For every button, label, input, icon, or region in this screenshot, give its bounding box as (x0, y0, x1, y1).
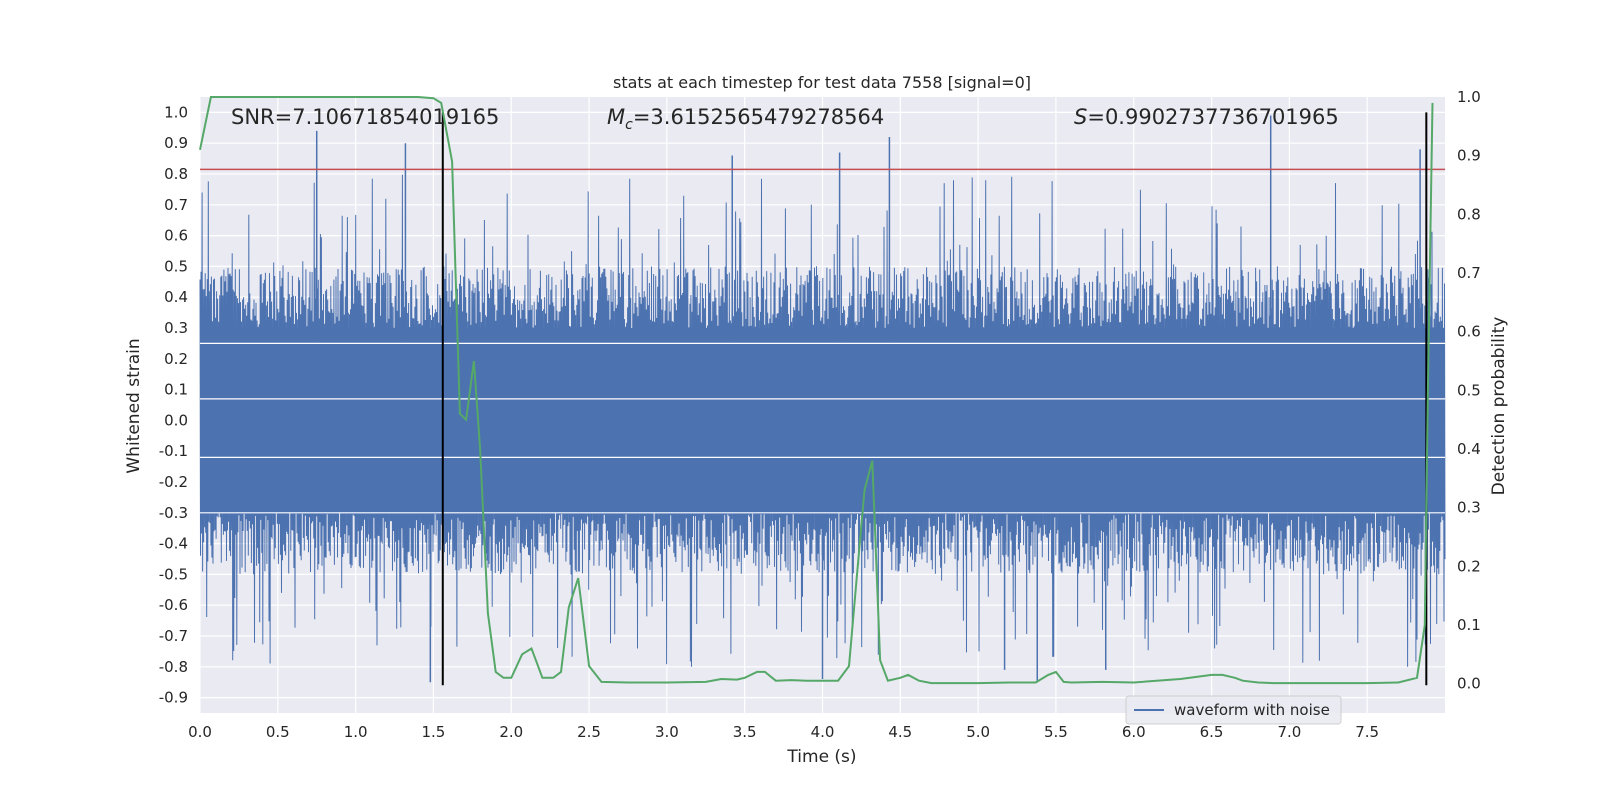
y-tick-label-right: 0.7 (1457, 264, 1481, 282)
s-statistic-symbol: S (1074, 105, 1087, 129)
y-tick-label-right: 0.0 (1457, 675, 1481, 693)
x-tick-label: 3.5 (733, 723, 757, 741)
x-axis-label: Time (s) (786, 747, 856, 767)
x-tick-label: 7.0 (1277, 723, 1301, 741)
y-tick-label-right: 0.9 (1457, 147, 1481, 165)
y-tick-label-left: -0.1 (159, 442, 188, 460)
detection-probability-line (199, 96, 1434, 685)
x-tick-label: 5.5 (1044, 723, 1068, 741)
y-tick-label-left: -0.5 (159, 565, 188, 583)
x-tick-label: 6.5 (1200, 723, 1224, 741)
y-tick-label-right: 0.3 (1457, 499, 1481, 517)
y-tick-label-right: 0.1 (1457, 616, 1481, 634)
y-tick-label-left: 0.6 (164, 227, 188, 245)
legend-box (1125, 695, 1342, 725)
y-tick-label-left: 1.0 (164, 103, 188, 121)
x-tick-label: 7.5 (1355, 723, 1379, 741)
y-tick-label-right: 0.8 (1457, 205, 1481, 223)
y-tick-label-left: -0.2 (159, 473, 188, 491)
y-tick-label-left: -0.9 (159, 689, 188, 707)
s-statistic-annotation: S=0.9902737736701965 (1074, 105, 1339, 129)
y-tick-label-left: 0.0 (164, 411, 188, 429)
chirp-mass-annotation: Mc=3.6152565479278564 (607, 105, 884, 133)
x-tick-label: 2.0 (499, 723, 523, 741)
y-tick-label-right: 0.2 (1457, 557, 1481, 575)
y-tick-label-left: -0.6 (159, 596, 188, 614)
y-axis-label-left: Whitened strain (124, 338, 144, 473)
x-tick-label: 3.0 (655, 723, 679, 741)
y-tick-label-left: -0.8 (159, 658, 188, 676)
x-tick-label: 1.5 (422, 723, 446, 741)
y-tick-label-right: 0.4 (1457, 440, 1481, 458)
y-tick-label-left: 0.3 (164, 319, 188, 337)
waveform-with-noise-series (199, 115, 1446, 683)
chart-title: stats at each timestep for test data 755… (613, 73, 1031, 92)
overlay-lines (199, 96, 1445, 686)
x-tick-label: 1.0 (344, 723, 368, 741)
x-tick-label: 0.0 (188, 723, 212, 741)
chirp-mass-value: =3.6152565479278564 (633, 105, 884, 129)
y-tick-label-right: 0.5 (1457, 381, 1481, 399)
x-tick-label: 4.0 (811, 723, 835, 741)
axes-text: 0.0 0.5 1.0 1.5 2.0 2.5 3.0 3.5 4.0 4.5 5.0 5.5 6.0 6… (159, 88, 1481, 741)
y-tick-label-left: -0.4 (159, 535, 188, 553)
x-tick-label: 0.5 (266, 723, 290, 741)
legend: waveform with noise (1125, 695, 1342, 725)
y-tick-label-right: 1.0 (1457, 88, 1481, 106)
x-tick-label: 6.0 (1122, 723, 1146, 741)
y-tick-label-left: 0.1 (164, 381, 188, 399)
y-tick-label-left: -0.7 (159, 627, 188, 645)
legend-label: waveform with noise (1174, 701, 1330, 719)
y-axis-label-right: Detection probability (1489, 317, 1509, 496)
x-tick-label: 4.5 (888, 723, 912, 741)
y-tick-label-left: 0.7 (164, 196, 188, 214)
chirp-mass-symbol: M (607, 105, 625, 129)
snr-annotation: SNR=7.10671854019165 (231, 105, 499, 129)
y-tick-label-left: 0.2 (164, 350, 188, 368)
y-tick-label-left: 0.9 (164, 134, 188, 152)
y-tick-label-left: 0.4 (164, 288, 188, 306)
y-tick-label-left: 0.8 (164, 165, 188, 183)
chirp-mass-subscript: c (625, 117, 633, 133)
x-tick-label: 5.0 (966, 723, 990, 741)
y-tick-label-right: 0.6 (1457, 323, 1481, 341)
x-tick-label: 2.5 (577, 723, 601, 741)
y-tick-label-left: -0.3 (159, 504, 188, 522)
y-tick-label-left: 0.5 (164, 257, 188, 275)
s-statistic-value: =0.9902737736701965 (1087, 105, 1338, 129)
